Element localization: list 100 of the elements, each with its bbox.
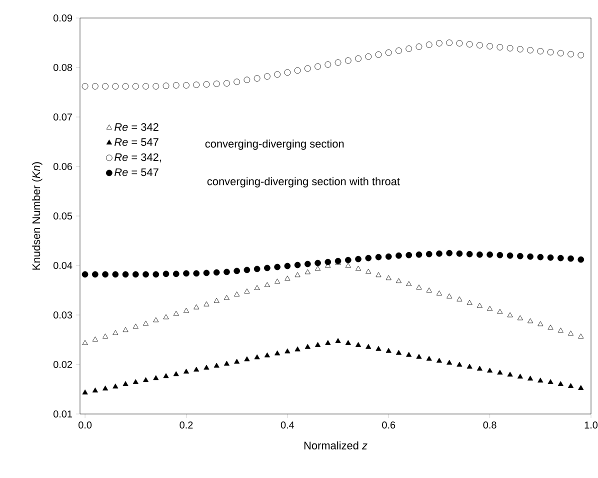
point (234, 268, 240, 274)
point (416, 354, 422, 359)
point (284, 262, 291, 270)
point (92, 271, 98, 278)
point (506, 252, 514, 259)
point (264, 282, 270, 287)
point (568, 50, 574, 58)
point (548, 379, 554, 384)
point (416, 251, 422, 258)
point (142, 377, 149, 382)
point (568, 330, 574, 336)
point (386, 275, 392, 280)
point (385, 49, 392, 56)
point (578, 385, 584, 390)
point (304, 344, 310, 349)
point (122, 327, 128, 332)
point (506, 45, 514, 52)
point (102, 83, 108, 90)
point (496, 252, 504, 258)
point (426, 250, 432, 258)
point (264, 73, 270, 80)
point (497, 370, 503, 375)
point (487, 368, 493, 373)
y-tick-label: 0.05 (53, 212, 72, 220)
point (365, 53, 372, 60)
point (183, 308, 190, 313)
point (558, 328, 564, 333)
point (436, 40, 442, 46)
point (142, 271, 149, 278)
point (194, 366, 200, 372)
point (304, 260, 311, 268)
y-tick-label: 0.03 (53, 311, 72, 319)
point (82, 83, 88, 90)
point (516, 252, 524, 260)
point (264, 352, 270, 358)
point (172, 270, 180, 278)
point (516, 46, 524, 52)
point (82, 340, 88, 345)
point (538, 378, 544, 383)
point (304, 269, 310, 274)
point (193, 270, 200, 277)
point (183, 368, 190, 374)
point (376, 346, 382, 351)
y-tick-label: 0.02 (53, 360, 72, 368)
point (102, 334, 108, 338)
point (446, 40, 453, 46)
point (355, 266, 362, 271)
point (345, 340, 351, 345)
point (396, 252, 402, 259)
point (344, 256, 352, 264)
point (244, 356, 250, 362)
point (436, 290, 442, 296)
point (396, 278, 402, 284)
point (132, 83, 139, 90)
point (203, 270, 210, 276)
point (122, 271, 129, 278)
point (132, 271, 139, 278)
point (274, 278, 280, 284)
point (557, 50, 564, 56)
point (173, 310, 179, 316)
point (142, 83, 149, 90)
point (375, 254, 382, 260)
point (578, 256, 584, 263)
point (568, 255, 574, 262)
point (274, 71, 281, 78)
point (487, 306, 493, 311)
point (234, 78, 240, 86)
legend-label: Re = 342 (114, 123, 158, 131)
point (102, 271, 108, 278)
point (163, 314, 169, 320)
point (497, 308, 503, 314)
point (366, 268, 372, 274)
point (92, 83, 98, 90)
y-tick-label: 0.06 (53, 162, 72, 170)
x-axis-title: Normalized z (304, 441, 368, 450)
point (456, 250, 463, 257)
point (112, 271, 119, 278)
point (476, 302, 482, 308)
point (528, 318, 534, 324)
point (456, 362, 462, 367)
point (244, 266, 250, 274)
point (476, 366, 482, 371)
point (456, 296, 462, 302)
y-tick-label: 0.07 (53, 113, 72, 121)
y-tick-label: 0.09 (53, 14, 72, 22)
point (324, 258, 332, 266)
point (578, 334, 584, 338)
point (264, 264, 270, 272)
point (365, 254, 372, 262)
point (396, 350, 402, 355)
point (446, 293, 452, 298)
legend-label: Re = 547 (114, 168, 158, 176)
x-tick-label: 1.0 (584, 422, 598, 429)
point (294, 346, 300, 352)
point (476, 42, 483, 48)
point (284, 69, 291, 76)
point (446, 250, 453, 256)
point (315, 342, 321, 347)
x-tick-label: 0.0 (78, 422, 92, 429)
point (366, 344, 372, 349)
